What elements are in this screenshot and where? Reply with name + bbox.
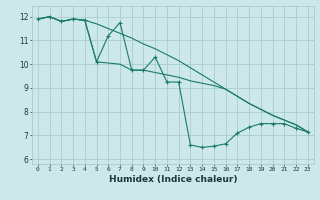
X-axis label: Humidex (Indice chaleur): Humidex (Indice chaleur) xyxy=(108,175,237,184)
